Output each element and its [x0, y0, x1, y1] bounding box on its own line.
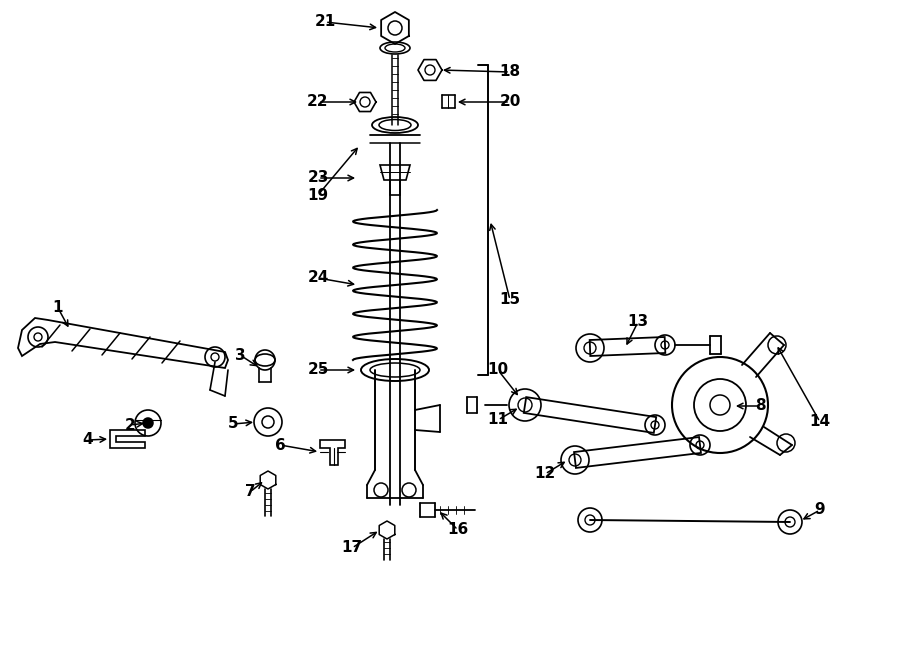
Text: 14: 14	[809, 414, 831, 430]
Text: 13: 13	[627, 315, 649, 329]
Text: 16: 16	[447, 522, 469, 537]
Text: 12: 12	[535, 467, 555, 481]
Text: 9: 9	[814, 502, 825, 518]
Text: 2: 2	[124, 418, 135, 432]
Text: 15: 15	[500, 293, 520, 307]
Text: 8: 8	[755, 399, 765, 414]
Text: 23: 23	[307, 171, 328, 186]
Text: 1: 1	[53, 301, 63, 315]
Text: 17: 17	[341, 541, 363, 555]
Text: 24: 24	[307, 270, 328, 286]
Text: 22: 22	[307, 95, 328, 110]
Text: 10: 10	[488, 362, 508, 377]
Text: 25: 25	[307, 362, 328, 377]
Text: 18: 18	[500, 65, 520, 79]
Text: 19: 19	[308, 188, 328, 202]
Text: 11: 11	[488, 412, 508, 428]
Text: 5: 5	[228, 416, 238, 432]
Text: 3: 3	[235, 348, 246, 362]
Circle shape	[143, 418, 153, 428]
Text: 4: 4	[83, 432, 94, 447]
Text: 21: 21	[314, 15, 336, 30]
Text: 6: 6	[274, 438, 285, 453]
Text: 20: 20	[500, 95, 521, 110]
Text: 7: 7	[245, 485, 256, 500]
